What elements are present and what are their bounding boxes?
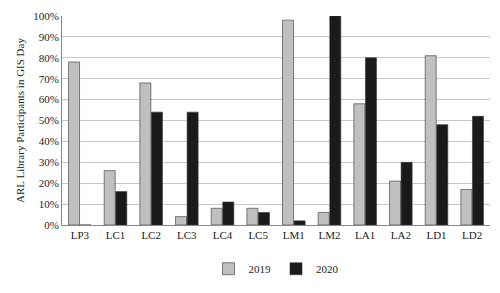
svg-text:10%: 10% — [39, 198, 59, 210]
svg-text:LC5: LC5 — [248, 229, 268, 241]
svg-text:LA1: LA1 — [355, 229, 375, 241]
svg-text:LM2: LM2 — [319, 229, 341, 241]
svg-text:40%: 40% — [39, 135, 59, 147]
svg-text:LD2: LD2 — [462, 229, 482, 241]
svg-text:LA2: LA2 — [391, 229, 411, 241]
svg-text:0%: 0% — [44, 219, 59, 231]
svg-text:70%: 70% — [39, 73, 59, 85]
svg-text:ARL Library Participants in GI: ARL Library Participants in GIS Day — [14, 38, 26, 203]
svg-text:80%: 80% — [39, 52, 59, 64]
svg-text:LM1: LM1 — [283, 229, 305, 241]
svg-text:90%: 90% — [39, 31, 59, 43]
svg-text:LD1: LD1 — [426, 229, 446, 241]
svg-text:2019: 2019 — [249, 263, 272, 275]
svg-text:30%: 30% — [39, 156, 59, 168]
svg-text:20%: 20% — [39, 177, 59, 189]
svg-text:LC1: LC1 — [106, 229, 126, 241]
svg-text:100%: 100% — [33, 10, 59, 22]
svg-text:LP3: LP3 — [71, 229, 90, 241]
svg-text:LC4: LC4 — [213, 229, 233, 241]
svg-text:50%: 50% — [39, 114, 59, 126]
svg-text:LC3: LC3 — [177, 229, 197, 241]
svg-text:2020: 2020 — [316, 263, 339, 275]
svg-text:60%: 60% — [39, 93, 59, 105]
svg-text:LC2: LC2 — [141, 229, 161, 241]
